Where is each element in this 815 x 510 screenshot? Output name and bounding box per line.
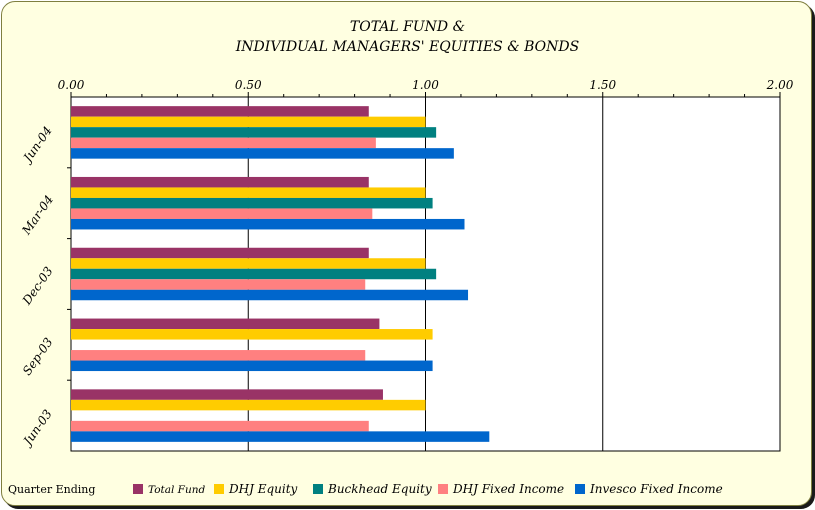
x-tick-label: 0.50 <box>235 78 262 92</box>
bar <box>71 268 437 280</box>
bar <box>71 197 433 209</box>
bar <box>71 176 369 188</box>
legend-swatch <box>438 484 448 494</box>
legend-label: Buckhead Equity <box>327 482 432 496</box>
legend-label: Invesco Fixed Income <box>589 482 723 496</box>
legend-label: DHJ Equity <box>228 482 298 496</box>
bar <box>71 318 380 330</box>
bar <box>71 208 373 219</box>
legend-label: DHJ Fixed Income <box>452 482 564 496</box>
bar <box>71 218 465 230</box>
chart-title-line-1: TOTAL FUND & <box>349 19 466 35</box>
x-tick-label: 2.00 <box>766 78 794 92</box>
bar <box>71 389 383 400</box>
y-tick-label: Mar-04 <box>19 193 57 238</box>
bar <box>71 258 426 269</box>
bar <box>71 279 366 290</box>
bar <box>71 106 369 117</box>
y-tick-label: Jun-03 <box>19 407 55 450</box>
legend-swatch <box>575 484 585 494</box>
axis-label: Quarter Ending <box>8 483 95 496</box>
chart-title-line-2: INDIVIDUAL MANAGERS' EQUITIES & BONDS <box>235 39 580 55</box>
bar <box>71 350 366 361</box>
bar <box>71 329 433 340</box>
bar <box>71 247 369 259</box>
x-tick-label: 1.50 <box>589 78 616 92</box>
bar <box>71 137 376 149</box>
y-tick-label: Jun-04 <box>19 124 55 167</box>
bar <box>71 399 426 411</box>
legend-swatch <box>313 484 323 494</box>
x-tick-label: 1.00 <box>412 78 439 92</box>
bar <box>71 431 490 442</box>
bar <box>71 148 454 159</box>
bar <box>71 127 437 138</box>
legend-swatch <box>133 484 143 494</box>
legend-swatch <box>214 484 224 494</box>
x-tick-label: 0.00 <box>58 78 85 92</box>
legend-label: Total Fund <box>148 484 205 496</box>
bar <box>71 289 469 301</box>
bar <box>71 187 426 198</box>
bar <box>71 420 369 432</box>
y-tick-label: Dec-03 <box>19 264 56 308</box>
y-tick-label: Sep-03 <box>20 335 56 378</box>
bar <box>71 116 426 128</box>
bar <box>71 360 433 372</box>
